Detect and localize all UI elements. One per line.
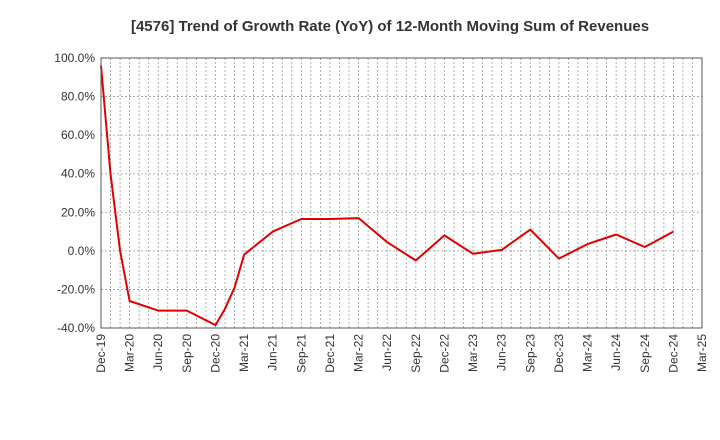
y-axis-ticks: 100.0% 80.0% 60.0% 40.0% 20.0% 0.0% -20.0% -40.… (54, 51, 95, 335)
x-tick-label: Dec-21 (323, 334, 337, 373)
y-tick-label: 0.0% (68, 244, 96, 258)
y-tick-label: 100.0% (54, 51, 95, 65)
x-tick-label: Sep-22 (409, 334, 423, 373)
y-tick-label: 20.0% (61, 205, 95, 219)
x-tick-label: Jun-21 (266, 334, 280, 371)
x-tick-label: Sep-23 (523, 334, 537, 373)
x-tick-label: Mar-22 (352, 334, 366, 372)
plot-frame (100, 57, 703, 329)
y-tick-label: 60.0% (61, 128, 95, 142)
series-group (100, 65, 674, 327)
x-tick-label: Dec-20 (208, 334, 222, 373)
x-tick-label: Jun-20 (151, 334, 165, 371)
x-tick-label: Mar-21 (237, 334, 251, 372)
x-tick-label: Mar-23 (466, 334, 480, 372)
x-tick-label: Sep-20 (180, 334, 194, 373)
y-tick-label: 40.0% (61, 167, 95, 181)
x-tick-label: Jun-24 (609, 334, 623, 371)
x-tick-label: Dec-19 (94, 334, 108, 373)
grid-lines (100, 57, 703, 329)
x-tick-label: Dec-22 (437, 334, 451, 373)
x-tick-label: Dec-24 (666, 334, 680, 373)
chart-title: [4576] Trend of Growth Rate (YoY) of 12-… (131, 18, 649, 35)
x-axis-ticks: Dec-19 Mar-20 Jun-20 Sep-20 Dec-20 Mar-21 Jun-… (94, 334, 709, 373)
series-line (100, 65, 674, 327)
x-tick-label: Mar-25 (695, 334, 709, 372)
y-tick-label: -20.0% (57, 282, 95, 296)
x-tick-label: Jun-22 (380, 334, 394, 371)
x-tick-label: Dec-23 (552, 334, 566, 373)
x-tick-label: Jun-23 (495, 334, 509, 371)
y-tick-label: -40.0% (57, 321, 95, 335)
x-tick-label: Mar-20 (123, 334, 137, 372)
x-tick-label: Sep-24 (638, 334, 652, 373)
y-tick-label: 80.0% (61, 90, 95, 104)
x-tick-label: Mar-24 (581, 334, 595, 372)
x-tick-label: Sep-21 (294, 334, 308, 373)
